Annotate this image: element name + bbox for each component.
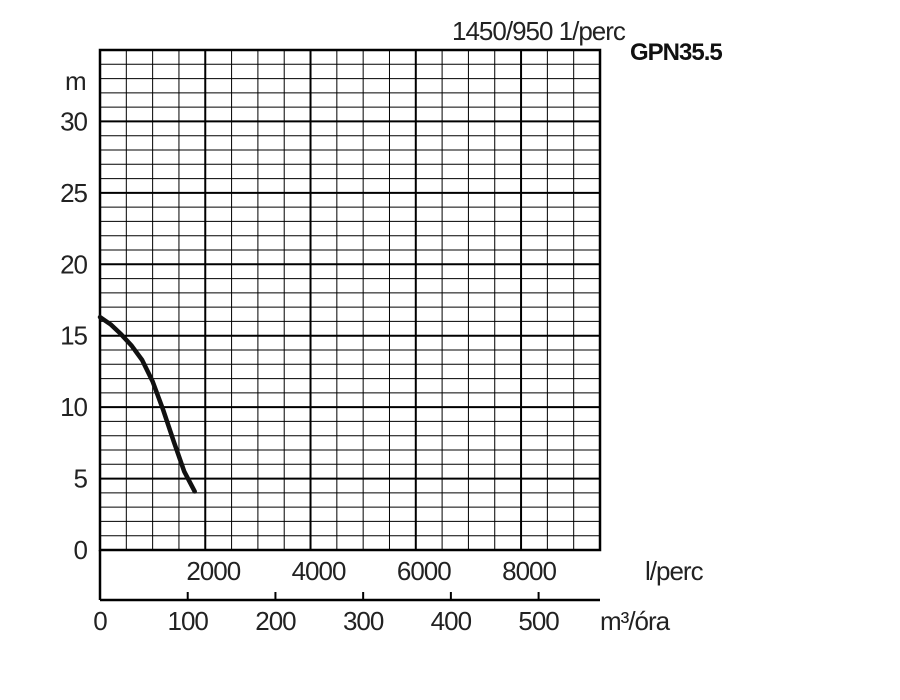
series-line [97, 314, 197, 494]
x-axis-secondary-label: m³/óra [600, 606, 671, 636]
x-axis-primary-label: l/perc [645, 556, 704, 586]
x-secondary-tick-label: 300 [343, 606, 384, 636]
plot-frame [98, 48, 602, 602]
x-secondary-tick-label: 100 [168, 606, 209, 636]
y-tick-label: 5 [74, 464, 88, 494]
x-primary-tick-label: 4000 [292, 556, 346, 586]
x-axis-primary-ticks: 2000 4000 6000 8000 [186, 556, 557, 586]
x-secondary-tick-label: 0 [93, 606, 107, 636]
y-tick-label: 25 [60, 178, 87, 208]
x-secondary-tick-label: 500 [518, 606, 559, 636]
x-secondary-tick-label: 200 [255, 606, 296, 636]
x-axis-secondary-ticks: 0 100 200 300 400 500 [93, 592, 560, 636]
y-tick-label: 10 [60, 392, 87, 422]
plot-border [98, 48, 602, 552]
y-axis-label: m [65, 66, 86, 96]
y-tick-label: 30 [60, 106, 87, 136]
y-tick-label: 15 [60, 321, 87, 351]
y-tick-label: 0 [74, 535, 88, 565]
grid-minor-lines [100, 50, 600, 550]
model-label: GPN35.5 [630, 39, 722, 66]
y-axis-ticks: 0 5 10 15 20 25 30 [60, 106, 88, 565]
x-primary-tick-label: 6000 [397, 556, 451, 586]
x-secondary-tick-label: 400 [431, 606, 472, 636]
series-curves [97, 314, 197, 494]
x-primary-tick-label: 2000 [186, 556, 240, 586]
grid-major-lines [100, 50, 600, 550]
chart-title: 1450/950 1/perc [452, 16, 626, 46]
y-tick-label: 20 [60, 249, 87, 279]
x-primary-tick-label: 8000 [502, 556, 556, 586]
